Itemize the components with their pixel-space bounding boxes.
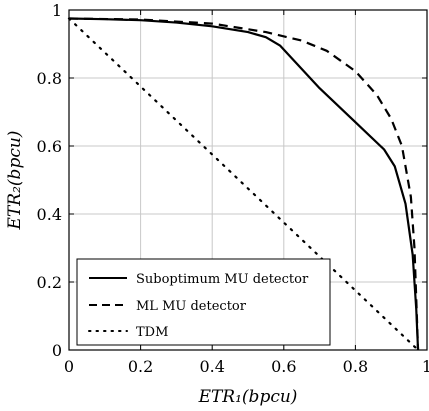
series-line-tdm [67, 17, 420, 352]
x-tick-label: 0.2 [128, 357, 153, 376]
y-tick-label: 0.2 [37, 273, 62, 292]
y-axis-title: ETR₂(bpcu) [5, 131, 25, 231]
series-layer [67, 17, 420, 352]
legend: Suboptimum MU detector ML MU detector TD… [76, 258, 331, 346]
axis-ticks: 0 0.2 0.4 0.6 0.8 1 0 0.2 0.4 0.6 0.8 1 [37, 1, 429, 376]
plot-frame [68, 9, 428, 351]
x-tick-label: 0.6 [271, 357, 296, 376]
y-tick-label: 0.6 [37, 137, 62, 156]
series-line-ml [68, 17, 420, 351]
y-tick-label: 0.8 [37, 69, 62, 88]
x-tick-label: 0.4 [199, 357, 224, 376]
x-tick-label: 1 [422, 357, 429, 376]
legend-label-suboptimum: Suboptimum MU detector [136, 272, 309, 287]
y-tick-label: 0 [52, 341, 62, 360]
series-line-suboptimum [68, 17, 420, 351]
legend-label-tdm: TDM [136, 325, 168, 340]
x-tick-label: 0.8 [343, 357, 368, 376]
x-axis-title: ETR₁(bpcu) [198, 387, 298, 407]
y-tick-label: 0.4 [37, 205, 62, 224]
legend-label-ml: ML MU detector [136, 299, 247, 314]
y-tick-label: 1 [52, 1, 62, 20]
x-tick-label: 0 [64, 357, 74, 376]
